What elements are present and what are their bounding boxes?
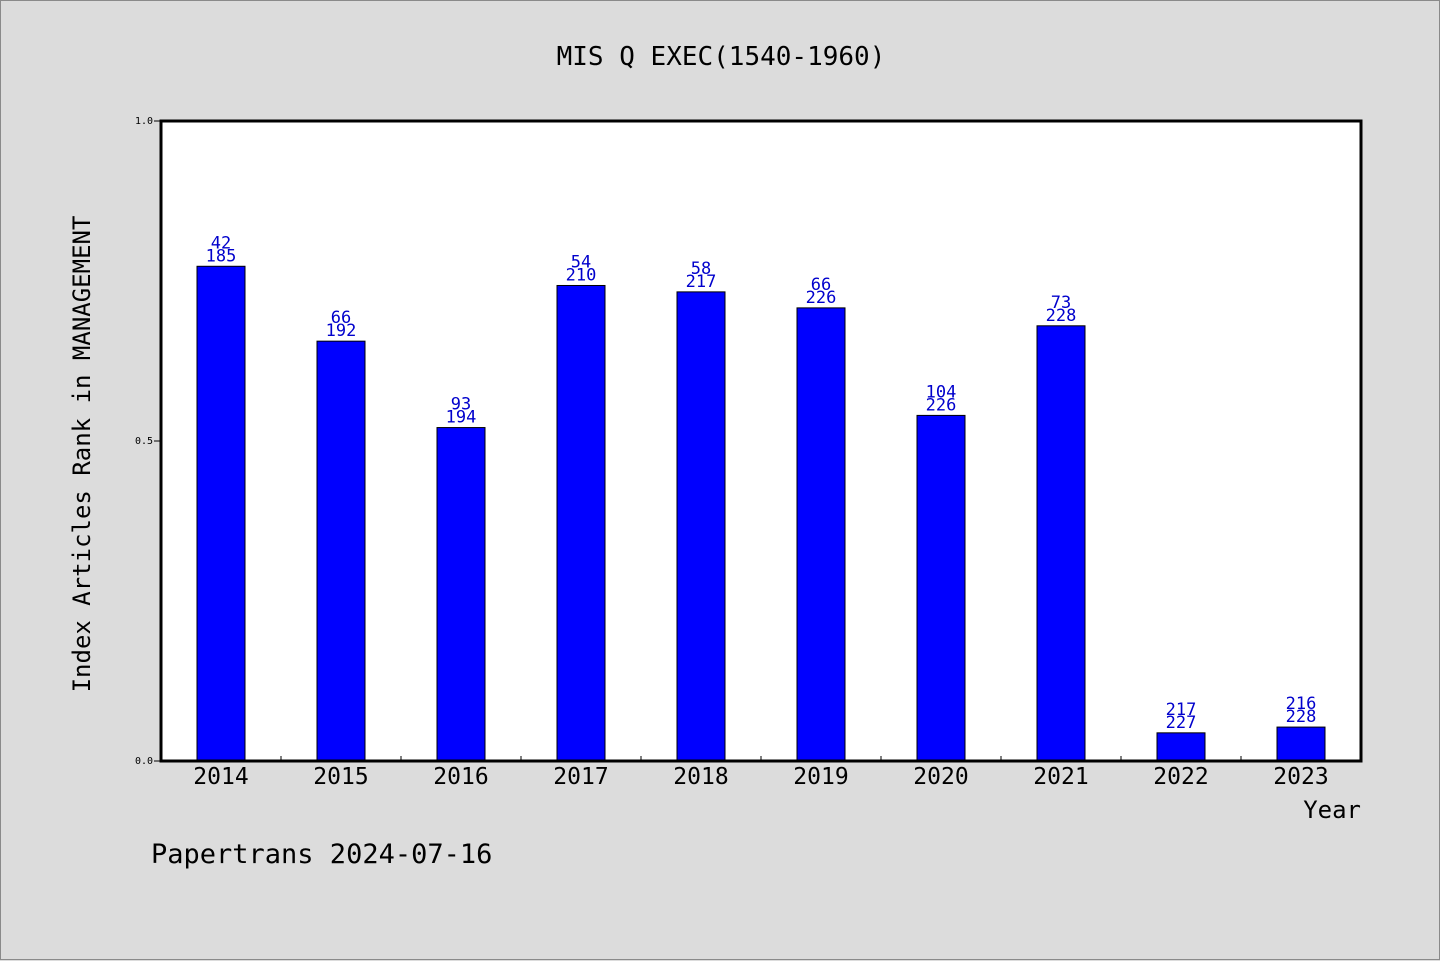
x-axis-ticks: 2014 2015 2016 2017 2018 2019 2020 2021 2022 2023 <box>193 756 1329 790</box>
footer-credit: Papertrans 2024-07-16 <box>151 839 492 870</box>
bar-label-bottom-2015: 192 <box>326 321 357 341</box>
bar-2018 <box>676 291 726 762</box>
x-tick-label-2020: 2020 <box>913 764 968 790</box>
bar-label-bottom-2023: 228 <box>1286 707 1317 727</box>
x-tick-label-2022: 2022 <box>1153 764 1208 790</box>
bar-2014 <box>196 265 246 762</box>
x-tick-label-2023: 2023 <box>1273 764 1328 790</box>
x-tick-label-2014: 2014 <box>193 764 248 790</box>
chart-title: MIS Q EXEC(1540-1960) <box>557 42 886 72</box>
bar-label-bottom-2022: 227 <box>1166 713 1197 733</box>
bar-label-top-2023: 216 <box>1286 694 1317 714</box>
bar-2023 <box>1276 726 1326 762</box>
y-axis-label: Index Articles Rank in MANAGEMENT <box>68 216 96 693</box>
bar-2015 <box>316 340 366 762</box>
x-tick-label-2016: 2016 <box>433 764 488 790</box>
bar-2019 <box>796 307 846 762</box>
bar-2020 <box>916 414 966 762</box>
x-tick-label-2017: 2017 <box>553 764 608 790</box>
plot-frame <box>159 119 1363 763</box>
bar-label-top-2014: 42 <box>211 233 231 253</box>
x-tick-label-2019: 2019 <box>793 764 848 790</box>
bar-label-bottom-2016: 194 <box>446 408 477 428</box>
x-axis-label: Year <box>1303 796 1361 824</box>
bar-label-top-2021: 73 <box>1051 293 1071 313</box>
x-tick-label-2021: 2021 <box>1033 764 1088 790</box>
bar-2017 <box>556 284 606 762</box>
bars-group <box>196 265 1326 762</box>
y-tick-label-0.5: 0.5 <box>135 436 153 447</box>
bar-2022 <box>1156 732 1206 762</box>
x-tick-label-2018: 2018 <box>673 764 728 790</box>
bar-label-top-2017: 54 <box>571 252 591 272</box>
bar-label-top-2022: 217 <box>1166 700 1197 720</box>
bar-label-top-2018: 58 <box>691 259 711 279</box>
x-tick-label-2015: 2015 <box>313 764 368 790</box>
bar-label-bottom-2014: 185 <box>206 246 237 266</box>
y-tick-label-1.0: 1.0 <box>135 116 153 127</box>
bar-label-top-2019: 66 <box>811 275 831 295</box>
y-axis-ticks: 0.0 0.5 1.0 <box>135 116 161 767</box>
bar-label-bottom-2020: 226 <box>926 395 957 415</box>
bar-label-bottom-2018: 217 <box>686 272 717 292</box>
bar-label-bottom-2017: 210 <box>566 265 597 285</box>
bar-2016 <box>436 427 486 762</box>
bar-label-bottom-2021: 228 <box>1046 306 1077 326</box>
bar-2021 <box>1036 325 1086 762</box>
bar-label-bottom-2019: 226 <box>806 288 837 308</box>
bar-label-top-2020: 104 <box>926 382 957 402</box>
bar-label-top-2015: 66 <box>331 308 351 328</box>
y-tick-label-0.0: 0.0 <box>135 756 153 767</box>
bar-label-top-2016: 93 <box>451 395 471 415</box>
